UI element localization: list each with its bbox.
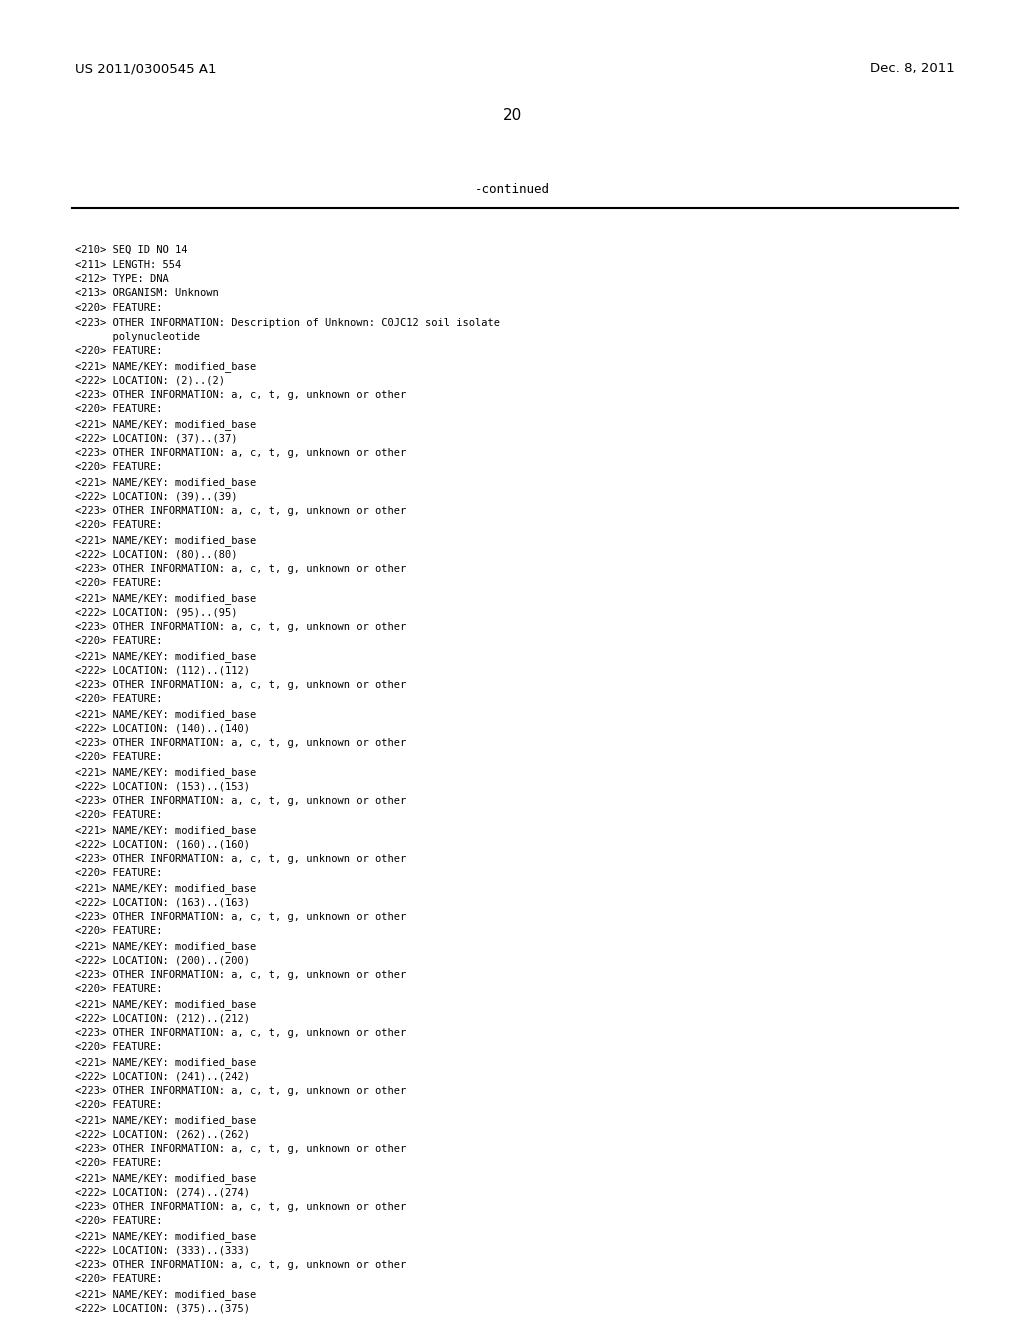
Text: <211> LENGTH: 554: <211> LENGTH: 554 xyxy=(75,260,181,269)
Text: <222> LOCATION: (375)..(375): <222> LOCATION: (375)..(375) xyxy=(75,1304,250,1313)
Text: <222> LOCATION: (140)..(140): <222> LOCATION: (140)..(140) xyxy=(75,723,250,734)
Text: <221> NAME/KEY: modified_base: <221> NAME/KEY: modified_base xyxy=(75,1232,256,1242)
Text: <220> FEATURE:: <220> FEATURE: xyxy=(75,869,163,879)
Text: <222> LOCATION: (262)..(262): <222> LOCATION: (262)..(262) xyxy=(75,1130,250,1139)
Text: <220> FEATURE:: <220> FEATURE: xyxy=(75,520,163,531)
Text: Dec. 8, 2011: Dec. 8, 2011 xyxy=(870,62,955,75)
Text: <223> OTHER INFORMATION: a, c, t, g, unknown or other: <223> OTHER INFORMATION: a, c, t, g, unk… xyxy=(75,970,407,979)
Text: <223> OTHER INFORMATION: a, c, t, g, unknown or other: <223> OTHER INFORMATION: a, c, t, g, unk… xyxy=(75,506,407,516)
Text: polynucleotide: polynucleotide xyxy=(75,333,200,342)
Text: <223> OTHER INFORMATION: a, c, t, g, unknown or other: <223> OTHER INFORMATION: a, c, t, g, unk… xyxy=(75,564,407,574)
Text: <222> LOCATION: (163)..(163): <222> LOCATION: (163)..(163) xyxy=(75,898,250,908)
Text: <223> OTHER INFORMATION: a, c, t, g, unknown or other: <223> OTHER INFORMATION: a, c, t, g, unk… xyxy=(75,680,407,690)
Text: <221> NAME/KEY: modified_base: <221> NAME/KEY: modified_base xyxy=(75,360,256,372)
Text: <222> LOCATION: (212)..(212): <222> LOCATION: (212)..(212) xyxy=(75,1014,250,1023)
Text: <221> NAME/KEY: modified_base: <221> NAME/KEY: modified_base xyxy=(75,1115,256,1126)
Text: <221> NAME/KEY: modified_base: <221> NAME/KEY: modified_base xyxy=(75,999,256,1010)
Text: <222> LOCATION: (2)..(2): <222> LOCATION: (2)..(2) xyxy=(75,375,225,385)
Text: <221> NAME/KEY: modified_base: <221> NAME/KEY: modified_base xyxy=(75,825,256,836)
Text: <220> FEATURE:: <220> FEATURE: xyxy=(75,1043,163,1052)
Text: <223> OTHER INFORMATION: Description of Unknown: C0JC12 soil isolate: <223> OTHER INFORMATION: Description of … xyxy=(75,318,500,327)
Text: <223> OTHER INFORMATION: a, c, t, g, unknown or other: <223> OTHER INFORMATION: a, c, t, g, unk… xyxy=(75,447,407,458)
Text: <221> NAME/KEY: modified_base: <221> NAME/KEY: modified_base xyxy=(75,1057,256,1068)
Text: <221> NAME/KEY: modified_base: <221> NAME/KEY: modified_base xyxy=(75,767,256,777)
Text: <220> FEATURE:: <220> FEATURE: xyxy=(75,985,163,994)
Text: <221> NAME/KEY: modified_base: <221> NAME/KEY: modified_base xyxy=(75,418,256,430)
Text: <223> OTHER INFORMATION: a, c, t, g, unknown or other: <223> OTHER INFORMATION: a, c, t, g, unk… xyxy=(75,622,407,632)
Text: <212> TYPE: DNA: <212> TYPE: DNA xyxy=(75,275,169,284)
Text: <223> OTHER INFORMATION: a, c, t, g, unknown or other: <223> OTHER INFORMATION: a, c, t, g, unk… xyxy=(75,854,407,865)
Text: <221> NAME/KEY: modified_base: <221> NAME/KEY: modified_base xyxy=(75,1290,256,1300)
Text: <220> FEATURE:: <220> FEATURE: xyxy=(75,578,163,589)
Text: <220> FEATURE:: <220> FEATURE: xyxy=(75,304,163,313)
Text: <220> FEATURE:: <220> FEATURE: xyxy=(75,1101,163,1110)
Text: <223> OTHER INFORMATION: a, c, t, g, unknown or other: <223> OTHER INFORMATION: a, c, t, g, unk… xyxy=(75,1086,407,1096)
Text: <221> NAME/KEY: modified_base: <221> NAME/KEY: modified_base xyxy=(75,535,256,546)
Text: <221> NAME/KEY: modified_base: <221> NAME/KEY: modified_base xyxy=(75,941,256,952)
Text: <221> NAME/KEY: modified_base: <221> NAME/KEY: modified_base xyxy=(75,709,256,719)
Text: <221> NAME/KEY: modified_base: <221> NAME/KEY: modified_base xyxy=(75,477,256,488)
Text: <222> LOCATION: (153)..(153): <222> LOCATION: (153)..(153) xyxy=(75,781,250,792)
Text: <220> FEATURE:: <220> FEATURE: xyxy=(75,346,163,356)
Text: <222> LOCATION: (95)..(95): <222> LOCATION: (95)..(95) xyxy=(75,607,238,618)
Text: <222> LOCATION: (112)..(112): <222> LOCATION: (112)..(112) xyxy=(75,665,250,676)
Text: <220> FEATURE:: <220> FEATURE: xyxy=(75,810,163,821)
Text: <223> OTHER INFORMATION: a, c, t, g, unknown or other: <223> OTHER INFORMATION: a, c, t, g, unk… xyxy=(75,912,407,921)
Text: <222> LOCATION: (333)..(333): <222> LOCATION: (333)..(333) xyxy=(75,1246,250,1255)
Text: <223> OTHER INFORMATION: a, c, t, g, unknown or other: <223> OTHER INFORMATION: a, c, t, g, unk… xyxy=(75,1028,407,1038)
Text: <220> FEATURE:: <220> FEATURE: xyxy=(75,694,163,705)
Text: <222> LOCATION: (200)..(200): <222> LOCATION: (200)..(200) xyxy=(75,956,250,965)
Text: <223> OTHER INFORMATION: a, c, t, g, unknown or other: <223> OTHER INFORMATION: a, c, t, g, unk… xyxy=(75,389,407,400)
Text: <220> FEATURE:: <220> FEATURE: xyxy=(75,404,163,414)
Text: -continued: -continued xyxy=(474,183,550,195)
Text: <221> NAME/KEY: modified_base: <221> NAME/KEY: modified_base xyxy=(75,883,256,894)
Text: <220> FEATURE:: <220> FEATURE: xyxy=(75,636,163,647)
Text: US 2011/0300545 A1: US 2011/0300545 A1 xyxy=(75,62,216,75)
Text: <222> LOCATION: (160)..(160): <222> LOCATION: (160)..(160) xyxy=(75,840,250,850)
Text: <220> FEATURE:: <220> FEATURE: xyxy=(75,462,163,473)
Text: <221> NAME/KEY: modified_base: <221> NAME/KEY: modified_base xyxy=(75,593,256,605)
Text: <223> OTHER INFORMATION: a, c, t, g, unknown or other: <223> OTHER INFORMATION: a, c, t, g, unk… xyxy=(75,1203,407,1212)
Text: <210> SEQ ID NO 14: <210> SEQ ID NO 14 xyxy=(75,246,187,255)
Text: <213> ORGANISM: Unknown: <213> ORGANISM: Unknown xyxy=(75,289,219,298)
Text: <220> FEATURE:: <220> FEATURE: xyxy=(75,752,163,763)
Text: 20: 20 xyxy=(503,108,521,123)
Text: <221> NAME/KEY: modified_base: <221> NAME/KEY: modified_base xyxy=(75,1173,256,1184)
Text: <223> OTHER INFORMATION: a, c, t, g, unknown or other: <223> OTHER INFORMATION: a, c, t, g, unk… xyxy=(75,1144,407,1154)
Text: <222> LOCATION: (39)..(39): <222> LOCATION: (39)..(39) xyxy=(75,491,238,502)
Text: <220> FEATURE:: <220> FEATURE: xyxy=(75,1217,163,1226)
Text: <220> FEATURE:: <220> FEATURE: xyxy=(75,927,163,936)
Text: <222> LOCATION: (80)..(80): <222> LOCATION: (80)..(80) xyxy=(75,549,238,560)
Text: <222> LOCATION: (37)..(37): <222> LOCATION: (37)..(37) xyxy=(75,433,238,444)
Text: <220> FEATURE:: <220> FEATURE: xyxy=(75,1275,163,1284)
Text: <223> OTHER INFORMATION: a, c, t, g, unknown or other: <223> OTHER INFORMATION: a, c, t, g, unk… xyxy=(75,796,407,807)
Text: <221> NAME/KEY: modified_base: <221> NAME/KEY: modified_base xyxy=(75,651,256,661)
Text: <223> OTHER INFORMATION: a, c, t, g, unknown or other: <223> OTHER INFORMATION: a, c, t, g, unk… xyxy=(75,1261,407,1270)
Text: <220> FEATURE:: <220> FEATURE: xyxy=(75,1159,163,1168)
Text: <222> LOCATION: (241)..(242): <222> LOCATION: (241)..(242) xyxy=(75,1072,250,1081)
Text: <222> LOCATION: (274)..(274): <222> LOCATION: (274)..(274) xyxy=(75,1188,250,1197)
Text: <223> OTHER INFORMATION: a, c, t, g, unknown or other: <223> OTHER INFORMATION: a, c, t, g, unk… xyxy=(75,738,407,748)
